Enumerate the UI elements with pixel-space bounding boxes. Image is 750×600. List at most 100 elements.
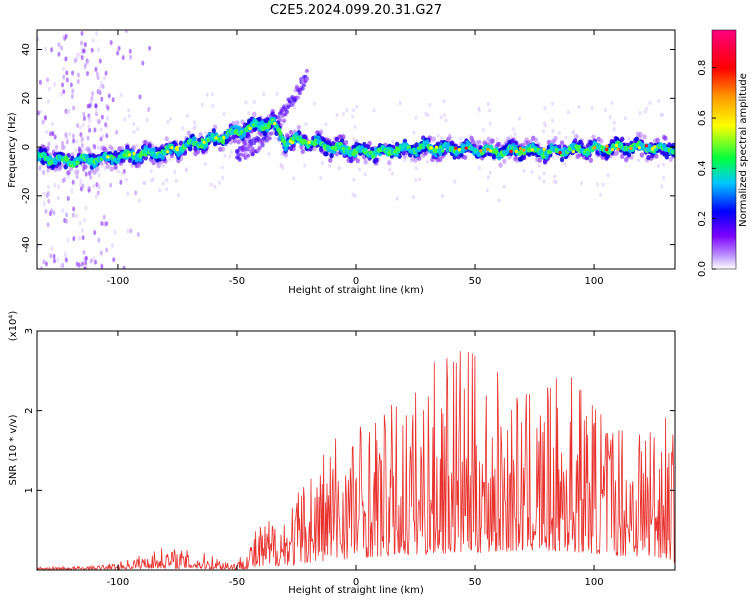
spec-speckle	[513, 132, 517, 137]
spec-hotspot	[464, 146, 468, 150]
spec-noise	[66, 196, 70, 202]
spec-hotspot	[653, 145, 657, 149]
spec-speckle	[192, 120, 196, 125]
spec-speckle	[169, 116, 173, 121]
spec-ridge	[639, 152, 645, 158]
spec-noise	[42, 170, 46, 176]
spec-speckle	[645, 106, 649, 111]
spec-speckle	[218, 180, 222, 185]
spec-noise	[124, 30, 128, 33]
colorbar-ticks: 0.0 0.2 0.4 0.6 0.8	[697, 60, 716, 277]
spec-noise	[76, 123, 80, 129]
spec-speckle	[184, 168, 188, 173]
spec-ridge	[303, 134, 308, 140]
spec-ridge	[654, 153, 659, 159]
spec-hotspot	[290, 141, 294, 145]
spec-speckle	[168, 157, 172, 162]
spec-noise	[100, 114, 104, 120]
spec-ridge	[414, 142, 419, 148]
spec-noise	[75, 213, 79, 219]
spec-ridge	[546, 139, 552, 145]
spec-hotspot	[144, 153, 148, 157]
spec-speckle	[398, 101, 402, 106]
spec-speckle	[51, 121, 55, 126]
spec-ridge	[542, 158, 548, 165]
spec-speckle	[341, 111, 345, 116]
spec-speckle	[552, 179, 556, 184]
spec-noise	[81, 235, 85, 241]
spec-hotspot	[99, 157, 103, 161]
spec-speckle	[453, 179, 457, 184]
spec-noise	[105, 247, 109, 253]
spec-speckle	[603, 108, 607, 113]
spec-noise	[65, 77, 69, 83]
spec-hotspot	[106, 155, 110, 159]
snr-multiplier: (x10⁴)	[8, 311, 19, 342]
spec-hotspot	[610, 148, 614, 152]
spec-noise	[76, 78, 80, 84]
spec-ridge	[599, 138, 604, 144]
spec-speckle	[566, 110, 570, 115]
spec-hotspot	[629, 146, 633, 151]
spec-hotspot	[542, 147, 546, 151]
spec-speckle	[228, 154, 232, 159]
spec-speckle	[412, 195, 416, 200]
spec-ridge	[521, 154, 527, 161]
spec-ridge	[318, 147, 324, 153]
spec-noise	[89, 99, 93, 105]
spec-branch	[304, 68, 309, 73]
spec-noise	[105, 104, 109, 110]
spec-noise	[86, 135, 90, 141]
spec-speckle	[132, 122, 136, 127]
spec-speckle	[273, 136, 277, 141]
spec-speckle	[94, 194, 98, 199]
spec-ridge	[252, 111, 257, 117]
spec-noise	[71, 133, 75, 139]
spec-noise	[82, 250, 86, 256]
spec-noise	[97, 237, 101, 243]
spec-noise	[53, 182, 57, 188]
spec-speckle	[353, 193, 357, 198]
spec-speckle	[101, 134, 105, 139]
spec-speckle	[279, 163, 283, 168]
spec-noise	[48, 211, 52, 217]
spec-noise	[42, 259, 46, 265]
spec-speckle	[174, 178, 178, 183]
spec-noise	[94, 108, 98, 114]
spec-speckle	[165, 187, 169, 192]
spec-ridge	[83, 164, 88, 170]
spec-ridge	[119, 145, 125, 152]
spec-noise	[96, 145, 100, 151]
spec-speckle	[80, 139, 84, 144]
snr-xtick-label: 100	[585, 577, 604, 588]
spec-noise	[52, 210, 56, 216]
spec-ridge	[620, 153, 625, 159]
spec-noise	[81, 122, 85, 128]
spec-speckle	[542, 129, 546, 134]
spec-speckle	[337, 166, 341, 171]
spec-speckle	[75, 139, 79, 144]
spec-ridge	[642, 134, 647, 140]
spec-speckle	[538, 176, 542, 181]
spec-speckle	[345, 107, 349, 112]
spec-speckle	[637, 158, 641, 163]
spec-speckle	[544, 123, 548, 128]
spec-speckle	[324, 122, 328, 127]
spec-noise	[115, 129, 119, 135]
spec-speckle	[488, 121, 492, 126]
colorbar-tick-label: 0.4	[697, 160, 708, 176]
spec-hotspot	[170, 146, 174, 150]
spec-speckle	[388, 167, 392, 172]
spec-noise	[49, 253, 53, 259]
spec-hotspot	[438, 145, 442, 149]
spec-noise	[109, 40, 113, 46]
spec-noise	[38, 165, 42, 171]
spec-hotspot	[200, 138, 204, 142]
snr-layer	[37, 351, 675, 570]
spec-speckle	[158, 188, 162, 193]
spec-noise	[76, 72, 80, 78]
spec-ridge	[220, 138, 226, 145]
spec-branch	[302, 83, 307, 88]
spec-branch	[237, 157, 242, 162]
spec-noise	[82, 111, 86, 117]
